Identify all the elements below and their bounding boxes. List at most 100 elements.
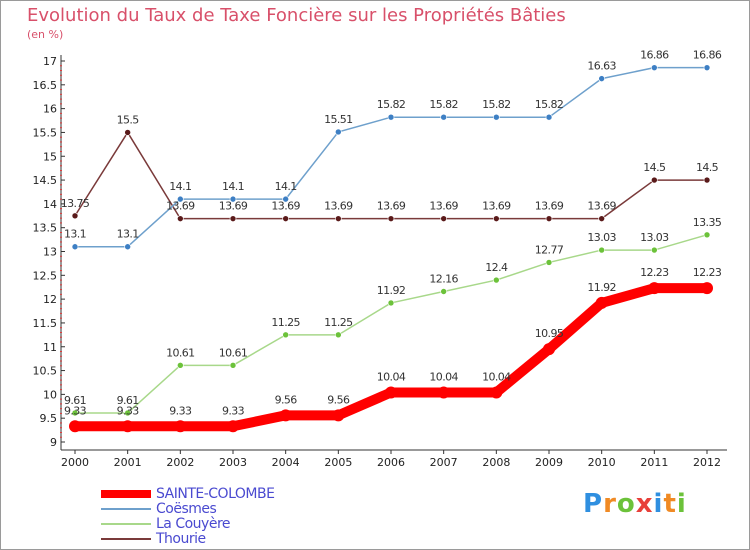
axes: 9 9.5 10 10.5 11 11.5 12 12.5 13 13.5 14 14.5 15 15.5… (33, 55, 727, 469)
y-minor-tick (60, 341, 62, 343)
data-label: 11.25 (324, 316, 353, 329)
logo-letter: r (603, 489, 617, 519)
x-tick-label: 2004 (272, 456, 300, 469)
data-label: 16.86 (640, 49, 669, 62)
logo-letter: x (635, 489, 654, 519)
data-point (227, 420, 239, 433)
data-label: 11.25 (271, 316, 300, 329)
data-label: 10.04 (482, 370, 511, 383)
x-tick-label: 2007 (430, 456, 458, 469)
y-tick-label: 15.5 (33, 126, 58, 139)
x-tick-label: 2008 (482, 456, 510, 469)
data-point (440, 113, 447, 121)
y-minor-tick (60, 231, 62, 233)
y-tick-label: 9.5 (40, 412, 58, 425)
y-minor-tick (60, 217, 62, 219)
y-tick-label: 17 (43, 55, 57, 68)
y-tick-label: 13.5 (33, 222, 58, 235)
y-minor-tick (60, 170, 62, 172)
data-label: 12.23 (640, 266, 669, 279)
data-point (71, 243, 79, 251)
y-minor-tick (60, 174, 62, 176)
data-label: 13.69 (482, 200, 511, 213)
data-point (545, 215, 553, 222)
logo-letter: t (663, 489, 677, 519)
data-point (385, 386, 397, 399)
data-label: 10.04 (377, 370, 406, 383)
data-label: 13.75 (61, 197, 90, 210)
y-minor-tick (60, 246, 62, 248)
data-point (279, 409, 292, 422)
data-point (387, 215, 395, 222)
chart-unit-label: (en %) (27, 28, 64, 41)
data-point (335, 215, 342, 222)
data-label: 13.69 (587, 200, 616, 213)
legend-swatch (101, 538, 151, 540)
y-minor-tick (60, 212, 62, 214)
data-point (335, 128, 342, 136)
data-label: 16.86 (693, 49, 722, 62)
y-tick-label: 11.5 (33, 317, 58, 330)
data-point (124, 129, 131, 136)
x-tick-label: 2003 (219, 456, 247, 469)
x-tick-label: 2005 (324, 456, 352, 469)
legend-swatch (101, 523, 151, 525)
data-point (598, 75, 605, 82)
data-point (229, 362, 237, 369)
y-tick-label: 14.5 (33, 174, 58, 187)
y-minor-tick (60, 89, 62, 91)
data-point (124, 409, 131, 417)
data-point (124, 243, 131, 251)
y-minor-tick (60, 112, 62, 114)
x-tick-label: 2011 (640, 456, 668, 469)
y-minor-tick (60, 317, 62, 319)
y-tick-label: 10.5 (33, 365, 58, 378)
data-point (493, 215, 500, 222)
data-label: 16.63 (587, 60, 616, 73)
y-minor-tick (60, 98, 62, 100)
y-tick-label: 10 (43, 388, 57, 401)
data-point (493, 113, 500, 121)
data-label: 14.1 (169, 180, 191, 193)
data-label: 15.82 (482, 98, 511, 111)
y-minor-tick (60, 198, 62, 200)
y-tick-label: 14 (43, 198, 57, 211)
y-minor-tick (60, 389, 62, 391)
y-minor-tick (60, 79, 62, 81)
data-label: 9.33 (117, 404, 140, 417)
data-label: 10.95 (535, 327, 564, 340)
data-label: 10.61 (166, 346, 195, 359)
x-tick-label: 2012 (693, 456, 721, 469)
y-minor-tick (60, 241, 62, 243)
data-label: 13.69 (271, 200, 300, 213)
data-label: 9.61 (64, 394, 86, 407)
data-point (229, 195, 237, 203)
data-point (177, 362, 184, 369)
proxiti-logo: Proxiti (583, 489, 687, 519)
y-minor-tick (60, 374, 62, 376)
data-point (703, 231, 711, 239)
y-minor-tick (60, 103, 62, 105)
data-point (493, 276, 500, 284)
y-minor-tick (60, 127, 62, 129)
y-minor-tick (60, 117, 62, 119)
data-label: 13.35 (693, 216, 722, 229)
data-label: 9.33 (64, 404, 87, 417)
data-label: 9.56 (275, 393, 298, 406)
y-minor-tick (60, 265, 62, 267)
data-point (387, 299, 395, 307)
data-point (595, 296, 608, 309)
y-tick-label: 12 (43, 293, 57, 306)
y-minor-tick (60, 150, 62, 152)
series-line-2 (74, 234, 708, 414)
y-minor-tick (60, 431, 62, 433)
y-tick-label: 9 (50, 436, 57, 449)
y-minor-tick (60, 365, 62, 367)
y-minor-tick (60, 193, 62, 195)
x-tick-label: 2009 (535, 456, 563, 469)
y-minor-tick (60, 279, 62, 281)
y-minor-tick (60, 336, 62, 338)
y-minor-tick (60, 293, 62, 295)
data-labels-layer: 13.75 15.5 13.69 13.69 13.69 13.69 13.69 13.69 1… (61, 49, 723, 418)
y-minor-tick (60, 355, 62, 357)
